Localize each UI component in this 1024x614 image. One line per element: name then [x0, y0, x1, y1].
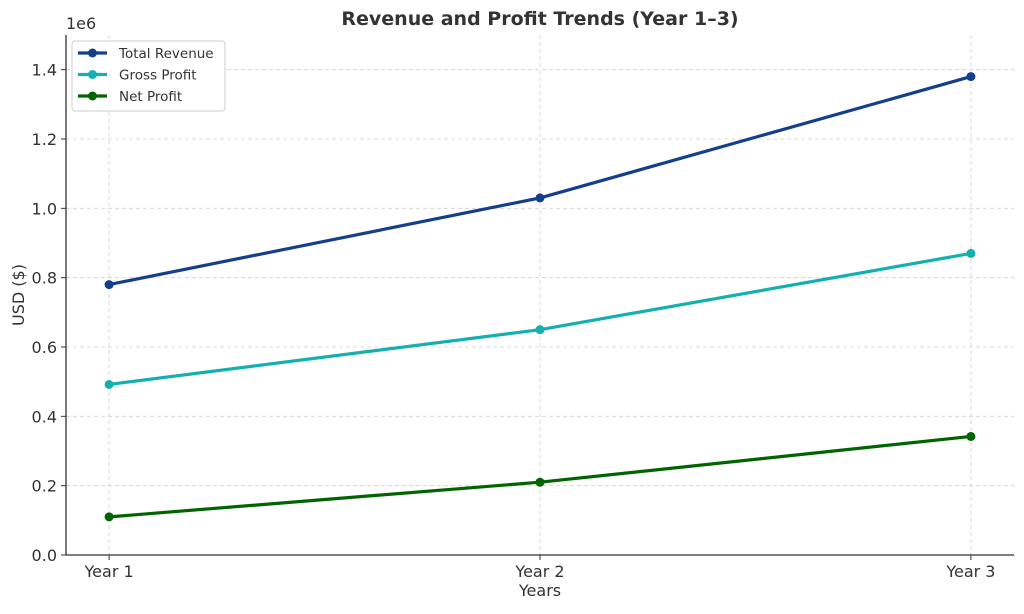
legend-label: Net Profit [119, 89, 182, 105]
y-offset-label: 1e6 [66, 14, 96, 33]
grid [66, 35, 1014, 556]
x-axis-label: Years [518, 581, 561, 600]
legend-label: Gross Profit [119, 68, 197, 84]
axes: 0.0 0.2 0.4 0.6 0.8 1.0 1.2 1.4 Year 1 Year 2 Year… [32, 35, 1014, 581]
legend-swatch-marker [88, 48, 97, 58]
y-tick-label: 1.0 [32, 199, 57, 218]
y-tick-label: 0.0 [32, 546, 57, 565]
x-tick-label: Year 2 [514, 562, 564, 581]
total-revenue-point [966, 72, 976, 82]
total-revenue-point [104, 280, 114, 290]
y-tick-label: 1.2 [32, 130, 57, 149]
legend: Total Revenue Gross Profit Net Profit [71, 40, 226, 112]
series-layer [104, 72, 976, 522]
gross-profit-point [104, 379, 114, 389]
legend-label: Total Revenue [118, 46, 214, 62]
gross-profit-point [535, 325, 545, 335]
total-revenue-point [535, 193, 545, 203]
legend-swatch-marker [88, 91, 97, 101]
y-tick-label: 0.4 [32, 407, 57, 426]
gross-profit-point [966, 248, 976, 258]
y-tick-label: 1.4 [32, 61, 57, 80]
x-tick-label: Year 1 [84, 562, 134, 581]
x-tick-label: Year 3 [945, 562, 995, 581]
net-profit-point [966, 431, 976, 441]
y-axis-label: USD ($) [9, 264, 28, 326]
legend-box [71, 40, 226, 112]
y-tick-label: 0.2 [32, 477, 57, 496]
legend-swatch-marker [88, 70, 97, 79]
y-tick-label: 0.6 [32, 338, 57, 357]
net-profit-point [535, 477, 545, 487]
chart-title: Revenue and Profit Trends (Year 1–3) [341, 8, 738, 30]
net-profit-point [104, 512, 114, 522]
y-tick-label: 0.8 [32, 269, 57, 288]
